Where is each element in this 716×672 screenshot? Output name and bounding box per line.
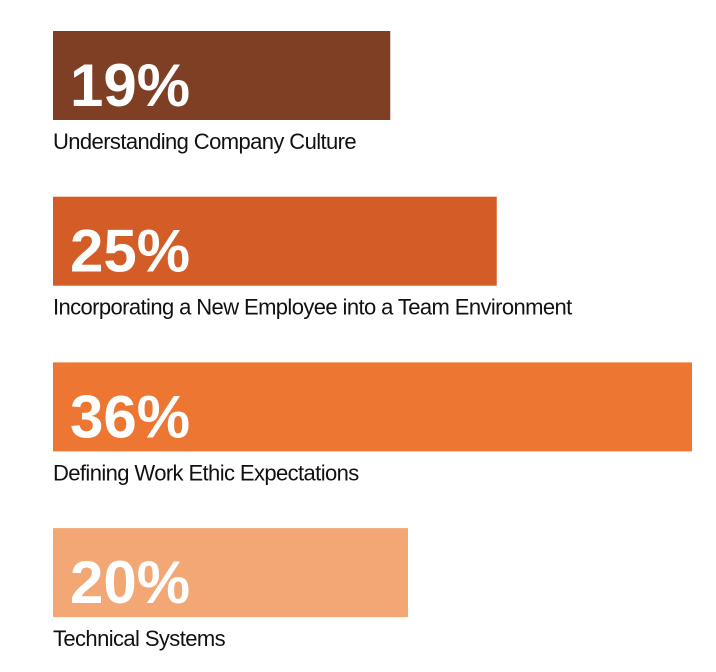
category-label: Defining Work Ethic Expectations <box>53 460 359 485</box>
category-label: Incorporating a New Employee into a Team… <box>53 295 572 320</box>
value-label: 20% <box>70 549 190 616</box>
bar <box>53 31 391 120</box>
value-label: 36% <box>70 383 190 450</box>
value-label: 19% <box>70 52 190 119</box>
value-label: 25% <box>70 218 190 285</box>
bar <box>53 362 692 452</box>
bar <box>53 196 497 286</box>
category-label: Understanding Company Culture <box>53 129 356 154</box>
category-label: Technical Systems <box>53 626 226 651</box>
bar <box>53 528 408 618</box>
